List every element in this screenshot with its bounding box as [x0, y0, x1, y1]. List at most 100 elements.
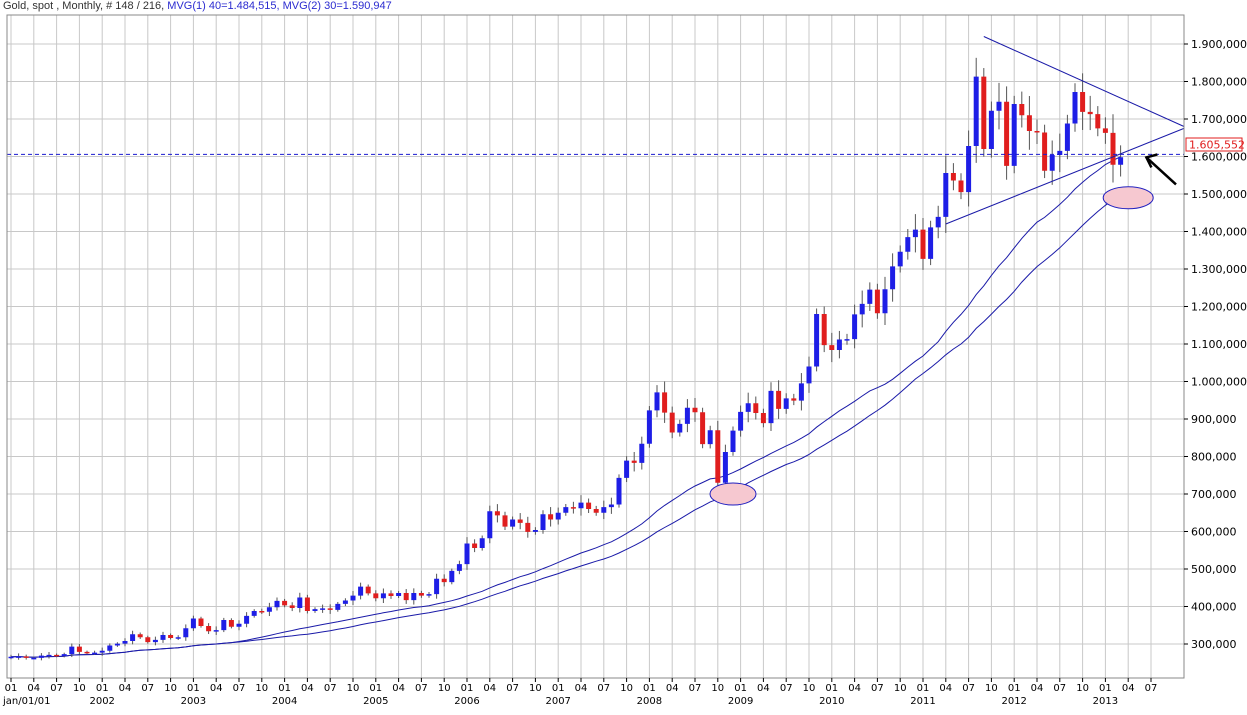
candle	[1042, 124, 1048, 179]
candle	[639, 436, 645, 470]
candle	[244, 612, 250, 628]
candle-body	[441, 578, 447, 583]
x-tick-label: 04	[1031, 683, 1044, 694]
candle-body	[624, 460, 630, 478]
x-tick-label: 07	[324, 683, 337, 694]
candle-body	[1072, 92, 1078, 124]
candle	[852, 304, 858, 349]
candle-body	[373, 593, 379, 599]
candle	[388, 590, 394, 599]
candle	[776, 380, 782, 419]
candle-body	[958, 180, 964, 193]
y-tick-label: 400,000	[1191, 601, 1237, 614]
candle-body	[259, 611, 265, 613]
x-tick-label: 10	[164, 683, 177, 694]
candle	[76, 643, 82, 655]
x-tick-label: 04	[575, 683, 588, 694]
candle	[608, 497, 614, 514]
candle-body	[806, 366, 812, 384]
x-tick-label: 04	[210, 683, 223, 694]
candle	[1049, 140, 1055, 185]
candle-body	[1049, 155, 1055, 171]
candle-body	[692, 407, 698, 413]
candle-body	[107, 645, 113, 651]
candle-body	[274, 600, 280, 608]
candle-body	[426, 594, 432, 596]
lower-trendline	[945, 127, 1185, 225]
x-tick-label: 07	[506, 683, 519, 694]
candle-body	[244, 615, 250, 624]
candle	[350, 590, 356, 606]
arrow-icon-shaft	[1145, 156, 1177, 186]
candle-body	[1019, 104, 1025, 116]
grid-lines	[7, 15, 1184, 678]
candle	[1064, 114, 1070, 160]
candle	[981, 68, 987, 157]
candle	[434, 573, 440, 599]
candle	[441, 574, 447, 587]
candle-body	[928, 227, 934, 259]
candle	[669, 406, 675, 439]
x-tick-label: 10	[347, 683, 360, 694]
candle-body	[616, 477, 622, 505]
candle-body	[403, 593, 409, 601]
candle-body	[411, 593, 417, 601]
candle-body	[1080, 92, 1086, 112]
x-tick-label: 01	[278, 683, 291, 694]
x-tick-label: 01	[552, 683, 565, 694]
candle	[836, 330, 842, 359]
candle	[692, 397, 698, 422]
candle	[814, 308, 820, 372]
candle-body	[464, 543, 470, 565]
candle-body	[16, 656, 22, 658]
price-tag-box	[1185, 137, 1243, 152]
arrow-icon-head	[1144, 153, 1158, 168]
candle-body	[874, 289, 880, 314]
candle-body	[114, 643, 120, 646]
candle	[1057, 133, 1063, 173]
x-year-label: 2007	[545, 696, 570, 707]
candle	[1118, 145, 1124, 177]
candle	[160, 631, 166, 643]
x-year-label: 2008	[637, 696, 662, 707]
candle-body	[380, 593, 386, 599]
candle	[107, 643, 113, 653]
x-tick-label: 07	[50, 683, 63, 694]
candle-body	[852, 314, 858, 340]
candle-body	[487, 511, 493, 539]
candle	[829, 332, 835, 363]
candle	[1080, 73, 1086, 130]
candle	[472, 539, 478, 553]
candle-body	[912, 229, 918, 238]
candle-body	[722, 452, 728, 483]
x-tick-label: 10	[894, 683, 907, 694]
x-year-label: 2005	[363, 696, 388, 707]
candle	[966, 130, 972, 207]
candle-body	[608, 504, 614, 508]
x-tick-label: 07	[141, 683, 154, 694]
candle-body	[69, 646, 75, 655]
candle-body	[707, 430, 713, 445]
y-tick-label: 1.900,000	[1191, 38, 1247, 51]
candle	[236, 620, 242, 631]
candle-body	[563, 507, 569, 513]
x-tick-label: 07	[233, 683, 246, 694]
candle	[342, 598, 348, 607]
candle-body	[532, 530, 538, 532]
x-tick-label: 01	[1008, 683, 1021, 694]
candle-body	[631, 460, 637, 463]
candle-body	[502, 515, 508, 527]
y-axis: 1.900,000 1.800,000 1.700,000 1.600,000 1.50…	[1184, 38, 1247, 651]
candle-body	[1026, 115, 1032, 131]
candle	[738, 405, 744, 437]
y-tick-label: 900,000	[1191, 413, 1237, 426]
candle-body	[175, 637, 181, 639]
candle	[510, 516, 516, 530]
candle	[753, 396, 759, 420]
y-tick-label: 500,000	[1191, 563, 1237, 576]
candle-body	[525, 522, 531, 532]
candle	[206, 623, 212, 635]
candle-body	[730, 430, 736, 452]
candle	[31, 656, 37, 660]
